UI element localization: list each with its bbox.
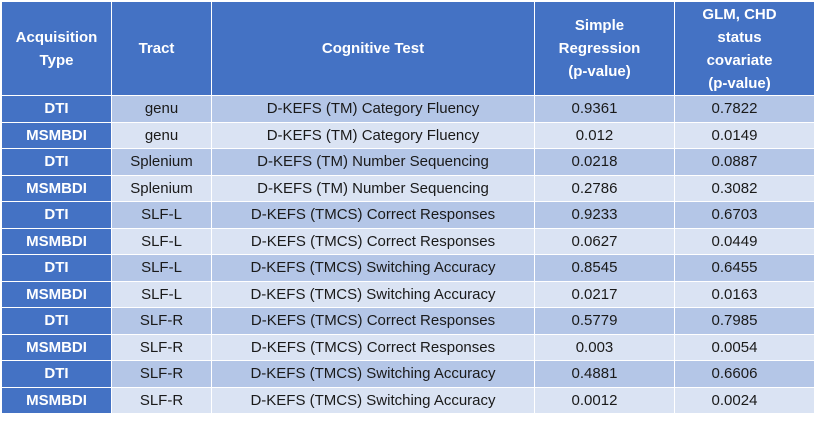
simple-regression-cell: 0.8545 xyxy=(534,254,675,282)
glm-pvalue-cell: 0.6703 xyxy=(674,201,815,229)
acquisition-type-cell: MSMBDI xyxy=(1,227,112,255)
header-tract: Tract xyxy=(111,1,212,96)
table-row: DTI genu D-KEFS (TM) Category Fluency 0.936… xyxy=(1,95,815,123)
acquisition-type-cell: DTI xyxy=(1,148,112,176)
simple-regression-cell: 0.0627 xyxy=(534,227,675,255)
glm-pvalue-cell: 0.0887 xyxy=(674,148,815,176)
tract-cell: SLF-L xyxy=(111,280,212,308)
simple-regression-cell: 0.2786 xyxy=(534,174,675,202)
header-row: Acquisition Type Tract Cognitive Test Si… xyxy=(1,1,815,96)
glm-pvalue-cell: 0.0054 xyxy=(674,333,815,361)
table-row: DTI SLF-R D-KEFS (TMCS) Correct Responses 0… xyxy=(1,307,815,335)
tract-cell: genu xyxy=(111,95,212,123)
table-row: DTI SLF-L D-KEFS (TMCS) Correct Responses 0… xyxy=(1,201,815,229)
cognitive-test-cell: D-KEFS (TMCS) Switching Accuracy xyxy=(211,360,535,388)
tract-cell: Splenium xyxy=(111,174,212,202)
tract-cell: SLF-R xyxy=(111,386,212,414)
simple-regression-cell: 0.003 xyxy=(534,333,675,361)
glm-pvalue-cell: 0.3082 xyxy=(674,174,815,202)
glm-pvalue-cell: 0.6455 xyxy=(674,254,815,282)
acquisition-type-cell: DTI xyxy=(1,360,112,388)
simple-regression-cell: 0.9361 xyxy=(534,95,675,123)
glm-pvalue-cell: 0.7985 xyxy=(674,307,815,335)
tract-cell: SLF-R xyxy=(111,307,212,335)
simple-regression-cell: 0.0217 xyxy=(534,280,675,308)
table-body: DTI genu D-KEFS (TM) Category Fluency 0.936… xyxy=(1,95,815,414)
header-cognitive-test: Cognitive Test xyxy=(211,1,535,96)
header-glm-covariate: GLM, CHD status covariate (p-value) xyxy=(674,1,815,96)
table-row: MSMBDI SLF-R D-KEFS (TMCS) Switching Accur… xyxy=(1,386,815,414)
table-row: DTI SLF-R D-KEFS (TMCS) Switching Accuracy… xyxy=(1,360,815,388)
tract-cell: SLF-L xyxy=(111,201,212,229)
acquisition-type-cell: MSMBDI xyxy=(1,121,112,149)
tract-cell: Splenium xyxy=(111,148,212,176)
simple-regression-cell: 0.9233 xyxy=(534,201,675,229)
acquisition-type-cell: DTI xyxy=(1,254,112,282)
glm-pvalue-cell: 0.6606 xyxy=(674,360,815,388)
cognitive-test-cell: D-KEFS (TM) Number Sequencing xyxy=(211,174,535,202)
simple-regression-cell: 0.5779 xyxy=(534,307,675,335)
acquisition-type-cell: DTI xyxy=(1,307,112,335)
glm-pvalue-cell: 0.0449 xyxy=(674,227,815,255)
cognitive-test-cell: D-KEFS (TMCS) Correct Responses xyxy=(211,307,535,335)
tract-cell: SLF-R xyxy=(111,333,212,361)
table-row: DTI SLF-L D-KEFS (TMCS) Switching Accuracy… xyxy=(1,254,815,282)
tract-cell: genu xyxy=(111,121,212,149)
cognitive-test-cell: D-KEFS (TMCS) Switching Accuracy xyxy=(211,386,535,414)
tract-cell: SLF-R xyxy=(111,360,212,388)
cognitive-test-cell: D-KEFS (TMCS) Switching Accuracy xyxy=(211,280,535,308)
acquisition-type-cell: MSMBDI xyxy=(1,386,112,414)
cognitive-test-cell: D-KEFS (TMCS) Correct Responses xyxy=(211,227,535,255)
glm-pvalue-cell: 0.0024 xyxy=(674,386,815,414)
simple-regression-cell: 0.0218 xyxy=(534,148,675,176)
results-table: Acquisition Type Tract Cognitive Test Si… xyxy=(1,1,815,414)
acquisition-type-cell: MSMBDI xyxy=(1,174,112,202)
acquisition-type-cell: MSMBDI xyxy=(1,333,112,361)
table-row: MSMBDI genu D-KEFS (TM) Category Fluency 0.… xyxy=(1,121,815,149)
cognitive-test-cell: D-KEFS (TM) Number Sequencing xyxy=(211,148,535,176)
tract-cell: SLF-L xyxy=(111,254,212,282)
simple-regression-cell: 0.0012 xyxy=(534,386,675,414)
acquisition-type-cell: MSMBDI xyxy=(1,280,112,308)
simple-regression-cell: 0.012 xyxy=(534,121,675,149)
tract-cell: SLF-L xyxy=(111,227,212,255)
acquisition-type-cell: DTI xyxy=(1,95,112,123)
table-row: MSMBDI SLF-L D-KEFS (TMCS) Switching Accur… xyxy=(1,280,815,308)
header-simple-regression: Simple Regression (p-value) xyxy=(534,1,675,96)
table-row: MSMBDI Splenium D-KEFS (TM) Number Sequenc… xyxy=(1,174,815,202)
cognitive-test-cell: D-KEFS (TM) Category Fluency xyxy=(211,121,535,149)
table-row: DTI Splenium D-KEFS (TM) Number Sequencing… xyxy=(1,148,815,176)
glm-pvalue-cell: 0.0163 xyxy=(674,280,815,308)
cognitive-test-cell: D-KEFS (TMCS) Switching Accuracy xyxy=(211,254,535,282)
header-acquisition-type: Acquisition Type xyxy=(1,1,112,96)
glm-pvalue-cell: 0.7822 xyxy=(674,95,815,123)
cognitive-test-cell: D-KEFS (TMCS) Correct Responses xyxy=(211,333,535,361)
cognitive-test-cell: D-KEFS (TMCS) Correct Responses xyxy=(211,201,535,229)
acquisition-type-cell: DTI xyxy=(1,201,112,229)
table-row: MSMBDI SLF-R D-KEFS (TMCS) Correct Respons… xyxy=(1,333,815,361)
glm-pvalue-cell: 0.0149 xyxy=(674,121,815,149)
table-row: MSMBDI SLF-L D-KEFS (TMCS) Correct Respons… xyxy=(1,227,815,255)
cognitive-test-cell: D-KEFS (TM) Category Fluency xyxy=(211,95,535,123)
simple-regression-cell: 0.4881 xyxy=(534,360,675,388)
